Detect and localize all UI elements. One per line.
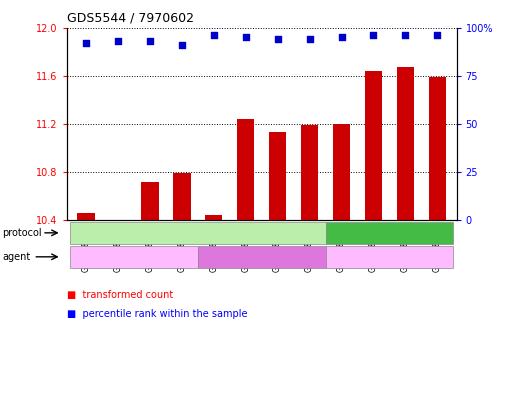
Bar xyxy=(77,213,95,220)
Bar xyxy=(301,125,319,220)
Text: agent: agent xyxy=(3,252,31,262)
Point xyxy=(177,42,186,48)
Text: protocol: protocol xyxy=(3,228,42,238)
Point xyxy=(114,38,122,44)
Text: edelfosine: edelfosine xyxy=(236,252,287,262)
Point xyxy=(210,32,218,39)
Point xyxy=(146,38,154,44)
Point xyxy=(273,36,282,42)
Point xyxy=(338,34,346,40)
Bar xyxy=(397,67,414,220)
Text: ■  transformed count: ■ transformed count xyxy=(67,290,173,299)
Point xyxy=(305,36,313,42)
Point xyxy=(242,34,250,40)
Text: GDS5544 / 7970602: GDS5544 / 7970602 xyxy=(67,12,194,25)
Point xyxy=(433,32,442,39)
Point xyxy=(82,40,90,46)
Text: unstimulated: unstimulated xyxy=(357,228,422,238)
Bar xyxy=(173,173,190,220)
Bar xyxy=(269,132,286,220)
Text: stimulated: stimulated xyxy=(171,228,224,238)
Bar xyxy=(333,124,350,220)
Text: control: control xyxy=(117,252,151,262)
Bar xyxy=(141,182,159,220)
Bar xyxy=(365,71,382,220)
Point xyxy=(401,32,409,39)
Point xyxy=(369,32,378,39)
Text: control: control xyxy=(372,252,406,262)
Bar xyxy=(237,119,254,220)
Bar xyxy=(205,215,223,220)
Text: ■  percentile rank within the sample: ■ percentile rank within the sample xyxy=(67,309,247,319)
Bar xyxy=(428,77,446,220)
